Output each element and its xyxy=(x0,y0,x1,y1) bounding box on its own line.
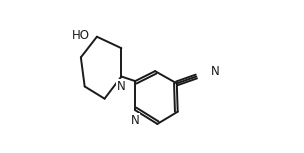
Text: HO: HO xyxy=(72,29,90,42)
Text: N: N xyxy=(130,114,139,127)
Text: N: N xyxy=(211,65,220,78)
Text: N: N xyxy=(117,80,126,93)
